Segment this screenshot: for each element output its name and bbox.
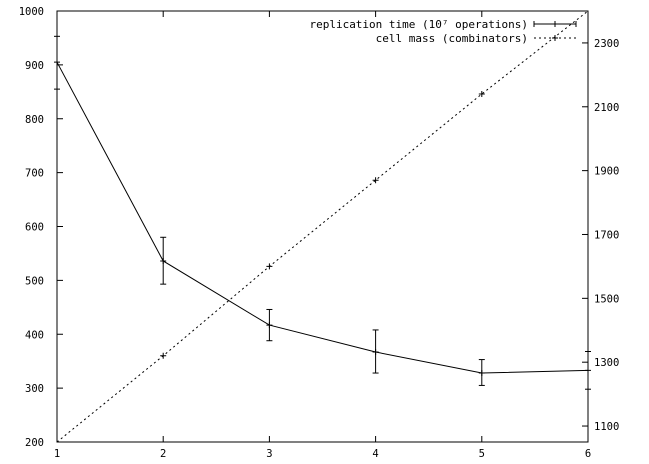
y-tick-label: 300 — [25, 383, 44, 395]
legend-swatch-marker — [552, 35, 558, 41]
series-replication-time-point — [54, 59, 60, 66]
plot-frame — [56, 10, 589, 443]
y2-tick-label: 1700 — [594, 229, 619, 241]
x-tick-label: 5 — [479, 448, 485, 460]
y2-tick-label: 2100 — [594, 102, 619, 114]
series-replication-time-line — [56, 61, 589, 374]
y-tick-label: 200 — [25, 437, 44, 449]
y-tick-label: 400 — [25, 329, 44, 341]
x-tick-label: 1 — [54, 448, 60, 460]
y-tick-label: 600 — [25, 222, 44, 234]
series-cell-mass-point — [57, 439, 60, 442]
x-tick-label: 3 — [266, 448, 272, 460]
series-replication-time-point — [372, 349, 379, 356]
y2-tick-label: 2300 — [594, 38, 619, 50]
legend: replication time (10⁷ operations)cell ma… — [309, 18, 577, 45]
y2-tick-label: 1500 — [594, 293, 619, 305]
x-tick-label: 6 — [585, 448, 591, 460]
y-tick-label: 500 — [25, 275, 44, 287]
series-replication-time-point — [585, 367, 591, 374]
y2-tick-label: 1900 — [594, 166, 619, 178]
series-cell-mass-point — [478, 91, 485, 98]
legend-label-cell-mass: cell mass (combinators) — [376, 32, 528, 45]
series-cell-mass-point — [160, 352, 167, 359]
y-tick-label: 900 — [25, 60, 44, 72]
y-tick-label: 800 — [25, 114, 44, 126]
y2-tick-label: 1300 — [594, 357, 619, 369]
y2-tick-label: 1100 — [594, 421, 619, 433]
legend-swatch-marker — [552, 21, 558, 27]
series-replication-time-point — [478, 370, 485, 377]
series-replication-time-point — [266, 322, 273, 329]
y-tick-label: 700 — [25, 168, 44, 180]
series-cell-mass-point — [266, 263, 273, 270]
x-tick-label: 4 — [372, 448, 378, 460]
y-tick-label: 1000 — [19, 6, 44, 18]
tick-layer: 1 2 3 4 5 6 200 300 400 500 600 700 800 900 1000 1100 13… — [19, 6, 620, 460]
series-cell-mass-point — [372, 177, 379, 184]
series-replication-time-point — [160, 257, 167, 264]
series-layer — [54, 11, 591, 442]
x-tick-label: 2 — [160, 448, 166, 460]
series-cell-mass-line — [57, 11, 588, 442]
legend-label-replication-time: replication time (10⁷ operations) — [309, 18, 528, 31]
